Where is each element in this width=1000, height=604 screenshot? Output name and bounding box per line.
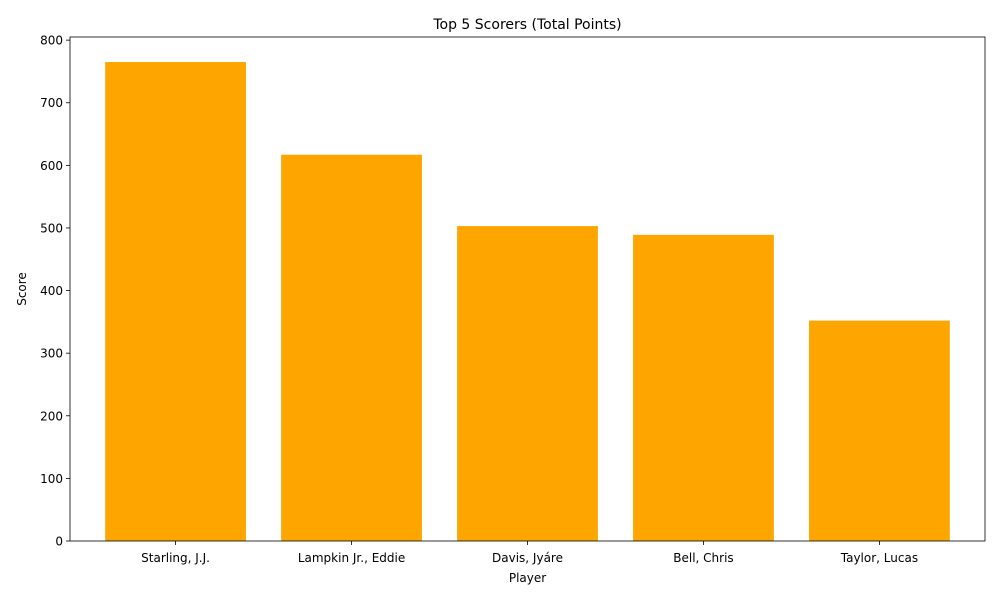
x-tick-label-0: Starling, J.J.	[141, 551, 210, 565]
chart-title: Top 5 Scorers (Total Points)	[432, 17, 621, 33]
bar-3	[633, 234, 774, 541]
bar-0	[105, 62, 246, 541]
y-tick-label-5: 500	[40, 221, 63, 235]
plot-frame	[69, 36, 986, 542]
x-tick-label-3: Bell, Chris	[673, 551, 733, 565]
bar-1	[281, 154, 422, 541]
y-tick-label-3: 300	[40, 347, 63, 361]
x-tick-label-2: Davis, Jyáre	[492, 551, 563, 565]
y-tick-label-7: 700	[40, 96, 63, 110]
bar-4	[809, 320, 950, 541]
x-axis-label: Player	[509, 571, 546, 585]
bars	[105, 62, 950, 542]
y-tick-label-2: 200	[40, 409, 63, 423]
y-tick-label-4: 400	[40, 284, 63, 298]
y-tick-label-6: 600	[40, 159, 63, 173]
y-tick-label-0: 0	[55, 535, 63, 549]
x-tick-label-4: Taylor, Lucas	[840, 551, 918, 565]
y-axis-label: Score	[15, 272, 29, 306]
y-tick-label-8: 800	[40, 34, 63, 48]
x-tick-label-1: Lampkin Jr., Eddie	[298, 551, 405, 565]
x-axis: Starling, J.J. Lampkin Jr., Eddie Davis, J…	[141, 541, 918, 565]
bar-2	[457, 226, 598, 542]
y-axis: 0 100 200 300 400 500 600 700 800	[40, 34, 70, 549]
y-tick-label-1: 100	[40, 472, 63, 486]
